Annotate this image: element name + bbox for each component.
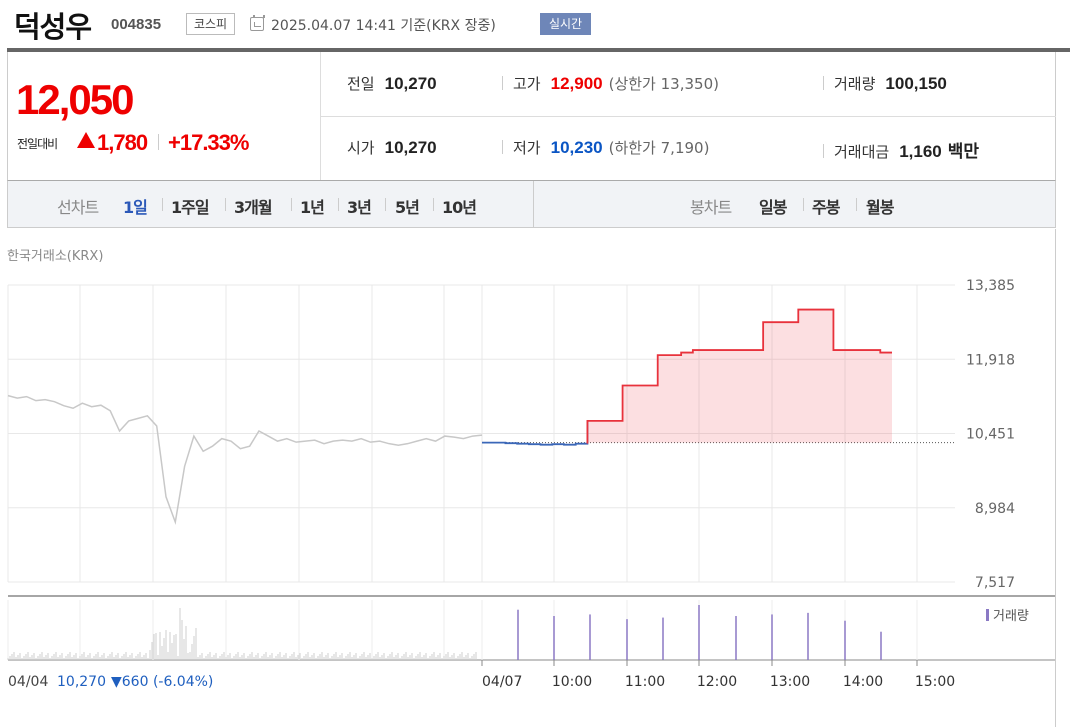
price-chart-area: 한국거래소(KRX) — [0, 229, 1070, 727]
stat-high: 고가 12,900 (상한가 13,350) — [502, 73, 719, 94]
stat-prev-close: 전일 10,270 — [347, 73, 437, 94]
change-label: 전일대비 — [17, 137, 58, 151]
stock-header: 덕성우 004835 코스피 2025.04.07 14:41 기준(KRX 장… — [0, 0, 1070, 52]
lower-limit: (하한가 7,190) — [608, 139, 710, 157]
stat-value: 10,230 — [550, 138, 603, 157]
stat-label: 저가 — [513, 139, 541, 157]
exchange-label: 한국거래소(KRX) — [7, 249, 104, 264]
stat-value: 100,150 — [885, 74, 947, 93]
stat-value: 10,270 — [384, 74, 437, 93]
stock-name: 덕성우 — [14, 10, 92, 44]
current-price: 12,050 — [16, 76, 134, 123]
chart-period-tabs: 선차트 1일 1주일 3개월 1년 3년 5년 10년 봉차트 일봉 주봉 월봉 — [7, 181, 1056, 228]
divider — [158, 134, 159, 150]
stat-label: 고가 — [513, 75, 541, 93]
price-change: 1,780 — [97, 130, 148, 155]
tab-weekly-candle[interactable]: 주봉 — [812, 198, 840, 217]
quote-summary: 12,050 전일대비 1,780 +17.33% 전일 10,270 고가 12,… — [7, 52, 1056, 181]
tab-10y[interactable]: 10년 — [442, 198, 477, 217]
tab-3y[interactable]: 3년 — [347, 198, 372, 217]
price-change-percent: +17.33% — [168, 130, 249, 155]
tab-1w[interactable]: 1주일 — [171, 198, 210, 217]
stat-label: 시가 — [347, 139, 375, 157]
tab-3m[interactable]: 3개월 — [234, 198, 273, 217]
stat-label: 거래대금 — [834, 143, 890, 161]
upper-limit: (상한가 13,350) — [608, 75, 719, 93]
tab-5y[interactable]: 5년 — [395, 198, 420, 217]
stat-low: 저가 10,230 (하한가 7,190) — [502, 137, 709, 158]
stat-unit: 백만 — [947, 142, 980, 161]
realtime-badge[interactable]: 실시간 — [540, 13, 591, 35]
tab-1y[interactable]: 1년 — [300, 198, 325, 217]
stat-volume: 거래량 100,150 — [823, 73, 947, 94]
calendar-clock-icon — [250, 15, 265, 31]
stat-label: 전일 — [347, 75, 375, 93]
stat-value: 10,270 — [384, 138, 437, 157]
stock-code: 004835 — [111, 16, 162, 33]
tab-daily-candle[interactable]: 일봉 — [759, 198, 787, 217]
divider — [320, 116, 1056, 117]
line-chart-label: 선차트 — [57, 198, 99, 217]
stat-label: 거래량 — [834, 75, 876, 93]
stat-turnover: 거래대금 1,160 백만 — [823, 137, 979, 162]
market-badge: 코스피 — [186, 13, 235, 35]
stat-open: 시가 10,270 — [347, 137, 437, 158]
stat-value: 1,160 — [899, 142, 942, 161]
stat-value: 12,900 — [550, 74, 603, 93]
candle-chart-label: 봉차트 — [690, 198, 732, 217]
tab-monthly-candle[interactable]: 월봉 — [866, 198, 894, 217]
header-divider — [7, 48, 1070, 52]
up-triangle-icon — [77, 132, 95, 148]
quote-datetime: 2025.04.07 14:41 기준(KRX 장중) — [271, 18, 496, 34]
tab-1d[interactable]: 1일 — [123, 198, 148, 217]
